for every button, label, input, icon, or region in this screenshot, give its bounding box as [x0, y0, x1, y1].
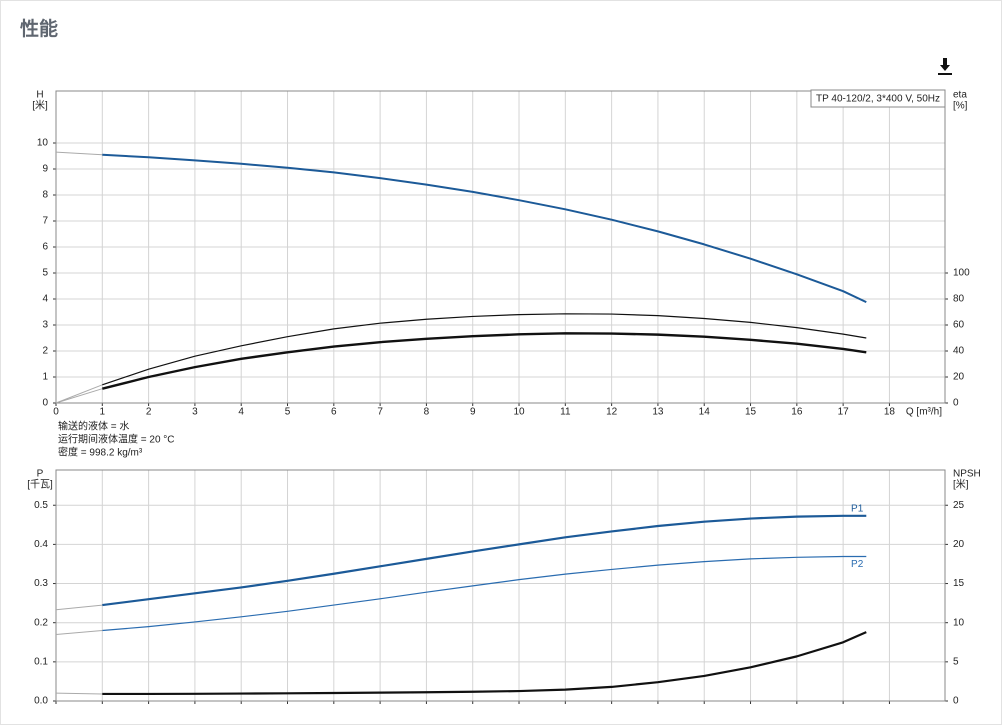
y-tick-label: 7	[42, 216, 48, 227]
y-axis-label: H	[36, 90, 43, 101]
y-tick-label: 0.4	[34, 539, 48, 550]
y2-tick-label: 0	[953, 398, 959, 409]
x-tick-label: 1	[100, 407, 106, 418]
y-tick-label: 5	[42, 268, 48, 279]
x-tick-label: 7	[377, 407, 383, 418]
download-button[interactable]	[938, 58, 952, 75]
series-line	[102, 153, 867, 304]
series-line	[102, 313, 867, 386]
info-box	[810, 89, 946, 108]
y2-axis-label: NPSH	[953, 469, 981, 480]
x-tick-label: 15	[745, 407, 757, 418]
y-tick-label: 4	[42, 294, 48, 305]
x-tick-label: 6	[331, 407, 337, 418]
x-tick-label: 13	[652, 407, 664, 418]
y2-axis-unit: [米]	[953, 478, 969, 491]
y-axis-label: P	[37, 469, 44, 480]
y2-tick-label: 20	[953, 372, 965, 383]
y-tick-label: 2	[42, 346, 48, 357]
y-tick-label: 0	[42, 398, 48, 409]
y2-tick-label: 20	[953, 539, 965, 550]
x-tick-label: 0	[53, 407, 59, 418]
series-line	[102, 332, 867, 390]
y-tick-label: 0.5	[34, 500, 48, 511]
x-tick-label: 8	[424, 407, 430, 418]
annotation: 运行期间液体温度 = 20 °C	[58, 433, 175, 446]
x-tick-label: 4	[238, 407, 244, 418]
page-title: 性能	[20, 17, 58, 40]
x-tick-label: 12	[606, 407, 618, 418]
y-tick-label: 0.0	[34, 696, 48, 707]
y-tick-label: 3	[42, 320, 48, 331]
x-tick-label: 2	[146, 407, 152, 418]
series-line	[55, 692, 103, 695]
series-line	[102, 555, 867, 632]
y-tick-label: 6	[42, 242, 48, 253]
series-label: P2	[851, 559, 864, 570]
series-line	[55, 630, 103, 635]
y2-axis-unit: [%]	[953, 101, 968, 112]
info-box-text: TP 40-120/2, 3*400 V, 50Hz	[816, 94, 940, 105]
y-axis-unit: [千瓦]	[27, 479, 53, 491]
series-line	[55, 388, 103, 404]
y2-tick-label: 100	[953, 268, 970, 279]
series-line	[102, 514, 867, 607]
y2-tick-label: 0	[953, 696, 959, 707]
y2-axis-label: eta	[953, 90, 967, 101]
y-axis-unit: [米]	[32, 99, 48, 112]
plot-frame	[55, 469, 946, 702]
y-tick-label: 10	[37, 138, 49, 149]
y2-tick-label: 10	[953, 617, 965, 628]
y-tick-label: 8	[42, 190, 48, 201]
y-tick-label: 0.1	[34, 656, 48, 667]
annotation: 密度 = 998.2 kg/m³	[58, 446, 143, 459]
annotation: 输送的液体 = 水	[58, 420, 129, 433]
series-line	[55, 384, 103, 404]
series-label: P1	[851, 503, 864, 514]
x-tick-label: 11	[560, 407, 571, 418]
y-tick-label: 0.3	[34, 578, 48, 589]
y2-tick-label: 80	[953, 294, 965, 305]
y-tick-label: 0.2	[34, 617, 48, 628]
x-tick-label: 10	[513, 407, 525, 418]
x-tick-label: 17	[838, 407, 850, 418]
x-axis-label: Q [m³/h]	[906, 407, 942, 418]
x-tick-label: 3	[192, 407, 198, 418]
y2-tick-label: 5	[953, 656, 959, 667]
x-tick-label: 16	[791, 407, 803, 418]
plot-frame	[55, 90, 946, 404]
y2-tick-label: 15	[953, 578, 965, 589]
x-tick-label: 18	[884, 407, 896, 418]
x-tick-label: 5	[285, 407, 291, 418]
y-tick-label: 1	[42, 372, 48, 383]
x-tick-label: 14	[699, 407, 711, 418]
series-line	[55, 604, 103, 611]
y2-tick-label: 60	[953, 320, 965, 331]
x-tick-label: 9	[470, 407, 476, 418]
series-line	[102, 631, 867, 696]
y2-tick-label: 25	[953, 500, 965, 511]
y-tick-label: 9	[42, 164, 48, 175]
series-line	[55, 151, 103, 156]
y2-tick-label: 40	[953, 346, 965, 357]
